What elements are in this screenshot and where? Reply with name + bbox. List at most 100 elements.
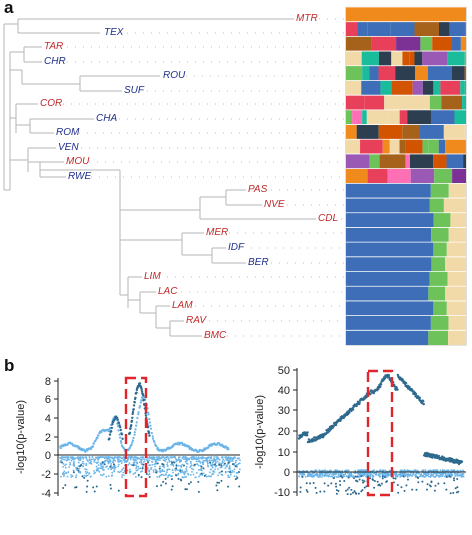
left-plot-point (131, 412, 134, 416)
admixture-segment (433, 153, 447, 169)
right-plot-point (377, 474, 380, 477)
left-plot-point (88, 472, 91, 475)
right-plot-point (381, 477, 384, 480)
admixture-segment (346, 242, 434, 257)
right-plot-point (396, 484, 399, 487)
admixture-segment (346, 21, 358, 37)
left-plot-point (111, 422, 114, 426)
left-plot-point (130, 456, 133, 458)
taxon-label-rom: ROM (56, 127, 80, 138)
right-plot-point (373, 480, 376, 483)
right-plot-point (388, 473, 390, 476)
admixture-segment (391, 80, 413, 96)
right-plot-point (386, 474, 389, 476)
right-plot-point (328, 469, 331, 472)
left-plot-point (228, 465, 231, 467)
right-plot-point (379, 383, 383, 386)
left-plot-point (109, 426, 112, 430)
left-plot-point (90, 475, 92, 478)
left-plot-point (133, 431, 136, 434)
right-plot-point (454, 472, 457, 475)
left-plot-point (221, 443, 224, 446)
left-plot-point (136, 465, 138, 468)
left-plot-point (168, 459, 171, 462)
left-plot-point (166, 465, 169, 468)
right-plot-point (458, 474, 461, 476)
right-plot-point (347, 469, 349, 472)
right-plot-point (374, 473, 377, 476)
right-plot-point (301, 475, 304, 478)
left-plot-point (132, 457, 135, 459)
right-plot-point (460, 460, 464, 463)
admixture-segment (346, 315, 431, 331)
right-plot-point (362, 481, 365, 484)
right-plot-point (424, 469, 427, 472)
left-plot-point (175, 464, 178, 467)
taxon-label-rav: RAV (186, 315, 207, 326)
right-plot-point (334, 469, 337, 471)
left-plot-point (74, 457, 77, 460)
left-plot-point (150, 431, 153, 435)
right-plot-point (363, 480, 366, 483)
right-plot-point (305, 434, 309, 437)
left-plot-point (125, 461, 128, 464)
right-plot-point (400, 486, 403, 489)
left-plot-point (114, 466, 117, 469)
right-plot-point (325, 474, 327, 477)
right-plot-point (342, 416, 345, 420)
right-plot-point (376, 480, 379, 483)
left-plot-point (155, 471, 158, 474)
left-plot-point (191, 458, 194, 461)
right-plot-point (401, 469, 404, 472)
right-plot-point (352, 491, 355, 494)
left-plot-tick-label: 0 (45, 450, 51, 462)
right-plot-point (314, 486, 317, 489)
right-plot-tick-label: -10 (274, 487, 290, 499)
left-plot-point (229, 471, 232, 474)
left-plot-point (172, 445, 175, 448)
right-plot-point (454, 487, 457, 490)
left-plot-point (208, 459, 211, 462)
left-plot-point (223, 460, 226, 462)
left-plot-point (116, 457, 119, 460)
left-plot-point (213, 463, 216, 466)
right-plot-point (384, 469, 387, 472)
left-plot-point (210, 459, 213, 462)
left-plot-point (64, 456, 67, 459)
right-plot-point (433, 476, 436, 478)
right-plot-point (348, 486, 351, 489)
left-plot-point (215, 461, 217, 464)
right-plot-point (385, 476, 388, 478)
right-plot-point (379, 385, 382, 388)
right-plot-point (379, 473, 382, 475)
admixture-segment (346, 330, 429, 345)
left-plot-point (170, 488, 173, 491)
left-plot-point (136, 461, 138, 464)
taxon-label-tar: TAR (44, 41, 64, 52)
left-plot-point (166, 476, 169, 479)
taxon-label-mer: MER (206, 227, 229, 238)
admixture-barplot (345, 6, 467, 346)
admixture-segment (464, 65, 466, 81)
left-plot-point (62, 465, 65, 468)
left-plot-point (234, 461, 237, 464)
right-plot-point (437, 474, 440, 477)
right-plot-point (299, 486, 302, 489)
left-plot-point (177, 477, 180, 480)
left-plot-point (77, 465, 80, 468)
left-plot-point (119, 459, 122, 462)
left-plot-point (127, 458, 129, 460)
left-plot-point (235, 459, 238, 462)
left-plot-point (134, 458, 136, 460)
admixture-segment (438, 139, 446, 154)
left-plot-point (227, 467, 230, 470)
left-plot-point (88, 462, 91, 464)
admixture-segment (346, 139, 361, 154)
right-plot-point (373, 486, 376, 489)
left-plot-point (174, 469, 177, 472)
admixture-segment (464, 80, 466, 96)
left-plot-point (181, 470, 184, 473)
left-plot-point (145, 472, 148, 475)
right-plot-point (427, 469, 430, 472)
left-plot-point (210, 456, 212, 459)
